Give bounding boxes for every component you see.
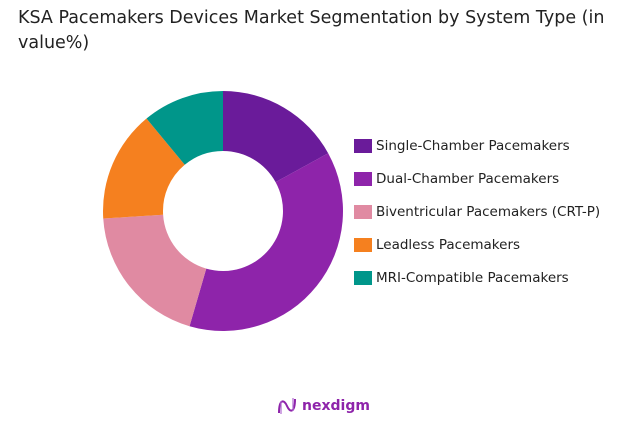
- legend-swatch: [354, 171, 372, 186]
- legend-label: Single-Chamber Pacemakers: [376, 137, 570, 154]
- legend-label: Dual-Chamber Pacemakers: [376, 170, 560, 187]
- legend-item: Biventricular Pacemakers (CRT-P): [354, 201, 600, 222]
- legend-swatch: [354, 271, 372, 286]
- legend-swatch: [354, 204, 372, 219]
- legend-swatch: [354, 138, 372, 153]
- legend-item: MRI-Compatible Pacemakers: [354, 268, 600, 289]
- slice-leadless-pacemakers: [103, 118, 185, 219]
- legend-swatch: [354, 238, 372, 253]
- legend-label: Biventricular Pacemakers (CRT-P): [376, 203, 601, 220]
- legend-item: Dual-Chamber Pacemakers: [354, 168, 600, 189]
- legend-label: Leadless Pacemakers: [376, 237, 521, 254]
- slice-single-chamber-pacemakers: [223, 91, 329, 183]
- slice-biventricular-pacemakers-crt-p: [103, 214, 207, 327]
- chart-title: KSA Pacemakers Devices Market Segmentati…: [18, 8, 605, 53]
- logo-text: nexdigm: [302, 398, 370, 414]
- legend-label: MRI-Compatible Pacemakers: [376, 270, 569, 287]
- slice-mri-compatible-pacemakers: [146, 91, 223, 165]
- slice-dual-chamber-pacemakers: [189, 153, 343, 331]
- legend-item: Single-Chamber Pacemakers: [354, 135, 600, 156]
- legend: Single-Chamber Pacemakers Dual-Chamber Pa…: [354, 135, 600, 301]
- legend-item: Leadless Pacemakers: [354, 235, 600, 256]
- nexdigm-logo: nexdigm: [276, 395, 370, 417]
- nexdigm-logo-icon: [278, 398, 296, 414]
